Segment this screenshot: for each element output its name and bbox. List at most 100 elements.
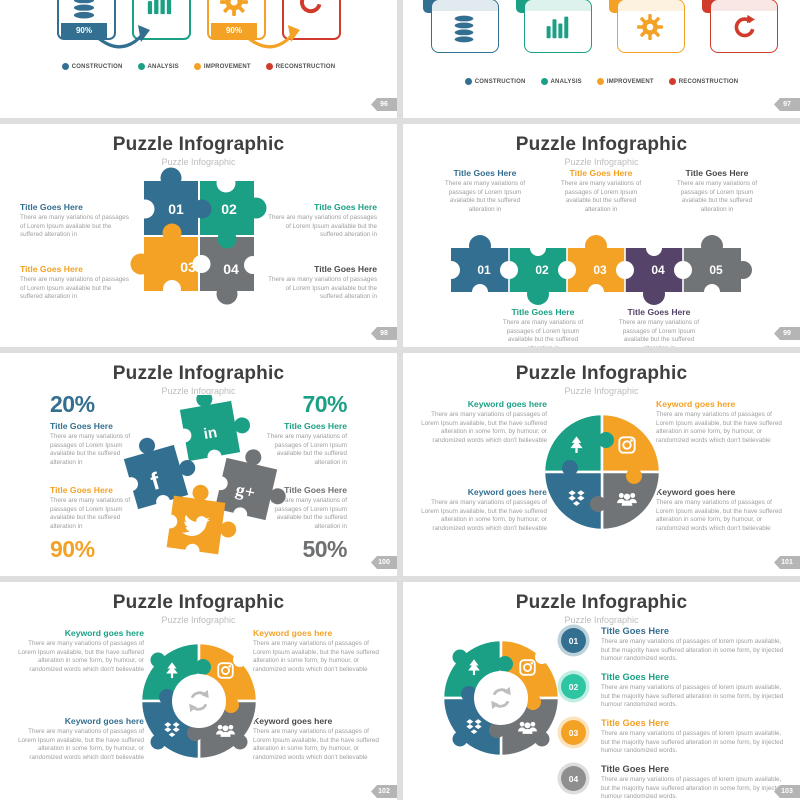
- arrow-orange: [245, 25, 300, 49]
- icon-card-analysis: [524, 0, 592, 53]
- slide-number-badge: 97: [774, 98, 800, 111]
- legend-item: RECONSTRUCTION: [668, 78, 738, 85]
- legend-dot-icon: [193, 63, 201, 70]
- legend-dot-icon: [137, 63, 145, 70]
- slide-99-thumbnail[interactable]: Puzzle Infographic Puzzle Infographic Ti…: [403, 124, 800, 347]
- block-body: There are many variations of passages of…: [268, 214, 377, 239]
- legend-item: CONSTRUCTION: [61, 63, 123, 70]
- keyword-block-bottom-right: Keyword goes here There are many variati…: [253, 716, 379, 762]
- piece-number: 02: [221, 201, 237, 217]
- stat-body: There are many variations of passages of…: [266, 497, 347, 530]
- slide-98-thumbnail[interactable]: Puzzle Infographic Puzzle Infographic Ti…: [0, 124, 397, 347]
- slide-102-thumbnail[interactable]: Puzzle Infographic Puzzle Infographic Ke…: [0, 582, 397, 800]
- slide-number-badge: 99: [774, 327, 800, 340]
- item-number-badge: 04: [561, 766, 586, 791]
- legend-dot-icon: [265, 63, 273, 70]
- piece-number: 02: [535, 263, 549, 277]
- card-band: [618, 0, 684, 11]
- legend-label: ANALYSIS: [147, 63, 179, 70]
- block-body: There are many variations of passages of…: [268, 276, 377, 301]
- donut-puzzle-graphic: [139, 641, 259, 761]
- donut-hole: [172, 674, 226, 728]
- text-block-bottom-right: Title Goes Here There are many variation…: [265, 264, 377, 302]
- stat-block-top-right: 70% Title Goes Here There are many varia…: [259, 391, 348, 467]
- slide-title: Puzzle Infographic: [112, 592, 285, 613]
- block-title: Title Goes Here: [627, 307, 691, 317]
- slide-96-thumbnail[interactable]: 90% 90% CONSTRUCTION ANALYSIS IMPROVEMEN…: [0, 0, 397, 118]
- block-body: There are many variations of passages of…: [618, 319, 700, 347]
- slide-101-thumbnail[interactable]: Puzzle Infographic Puzzle Infographic Ke…: [403, 353, 800, 576]
- item-title: Title Goes Here: [601, 764, 670, 774]
- block-title: Keyword goes here: [64, 716, 144, 726]
- piece-number: 04: [223, 261, 239, 277]
- stat-block-top-left: 20% Title Goes Here There are many varia…: [50, 391, 138, 467]
- block-body: There are many variations of passages of…: [444, 180, 526, 213]
- block-title: Keyword goes here: [656, 399, 736, 409]
- puzzle-grid-graphic: 01 02 03 04: [130, 167, 267, 305]
- block-body: There are many variations of passages of…: [253, 728, 379, 761]
- item-title: Title Goes Here: [601, 718, 670, 728]
- slide-title: Puzzle Infographic: [112, 363, 285, 384]
- slide-subtitle: Puzzle Infographic: [161, 615, 236, 625]
- stat-percent: 20%: [50, 391, 95, 417]
- block-title: Title Goes Here: [569, 168, 633, 178]
- block-body: There are many variations of passages of…: [676, 180, 758, 213]
- database-icon: [451, 14, 477, 44]
- slide-100-thumbnail[interactable]: Puzzle Infographic Puzzle Infographic 20…: [0, 353, 397, 576]
- text-block-top-3: Title Goes Here There are many variation…: [670, 168, 764, 214]
- slide-97-thumbnail[interactable]: CONSTRUCTION ANALYSIS IMPROVEMENT RECONS…: [403, 0, 800, 118]
- scattered-puzzle-graphic: in f g+: [123, 395, 286, 558]
- icon-card-reconstruction: [710, 0, 778, 53]
- puzzle-piece-linkedin: in: [177, 395, 251, 464]
- slide-subtitle: Puzzle Infographic: [564, 157, 639, 167]
- legend-label: IMPROVEMENT: [606, 78, 654, 85]
- legend-label: CONSTRUCTION: [71, 63, 123, 70]
- puzzle-strip-graphic: 01 02 03 04 05: [447, 235, 752, 305]
- percent-badge: 90%: [211, 23, 257, 38]
- block-body: There are many variations of passages of…: [656, 499, 782, 532]
- piece-number: 01: [168, 201, 184, 217]
- item-body: There are many variations of passages of…: [601, 776, 784, 800]
- list-item: 02 Title Goes Here There are many variat…: [561, 672, 785, 710]
- legend-dot-icon: [596, 78, 604, 85]
- legend-item: RECONSTRUCTION: [265, 63, 335, 70]
- googleplus-icon: g+: [234, 479, 257, 503]
- stat-percent: 90%: [50, 536, 95, 563]
- puzzle-quadrants: [542, 412, 662, 532]
- text-block-top-2: Title Goes Here There are many variation…: [554, 168, 648, 214]
- gear-icon: [637, 14, 663, 40]
- puzzle-piece-googleplus: g+: [213, 449, 286, 522]
- slide-103-thumbnail[interactable]: Puzzle Infographic Puzzle Infographic: [403, 582, 800, 800]
- stat-title: Title Goes Here: [50, 485, 113, 495]
- block-body: There are many variations of passages of…: [20, 276, 129, 301]
- text-block-bottom-2: Title Goes Here There are many variation…: [612, 307, 706, 347]
- keyword-block-bottom-left: Keyword goes here There are many variati…: [421, 487, 547, 533]
- slide-number-badge: 103: [774, 785, 800, 798]
- legend-item: IMPROVEMENT: [596, 78, 654, 85]
- list-item: 04 Title Goes Here There are many variat…: [561, 764, 785, 800]
- item-number-badge: 03: [561, 720, 586, 745]
- block-title: Keyword goes here: [253, 716, 333, 726]
- slide-number-badge: 100: [371, 556, 397, 569]
- puzzle-knobs: [447, 235, 752, 305]
- puzzle-piece-facebook: f: [123, 437, 196, 510]
- legend-item: CONSTRUCTION: [464, 78, 526, 85]
- legend-item: ANALYSIS: [137, 63, 179, 70]
- item-number-badge: 01: [561, 628, 586, 653]
- circle-puzzle-graphic: [542, 412, 662, 532]
- card-band: [711, 0, 777, 11]
- legend-dot-icon: [668, 78, 676, 85]
- text-block-bottom-1: Title Goes Here There are many variation…: [496, 307, 590, 347]
- stat-body: There are many variations of passages of…: [50, 497, 131, 530]
- piece-number: 04: [651, 263, 665, 277]
- item-title: Title Goes Here: [601, 626, 670, 636]
- arrow-blue: [95, 25, 150, 49]
- slide-number-badge: 98: [371, 327, 397, 340]
- block-body: There are many variations of passages of…: [560, 180, 642, 213]
- card-band: [525, 0, 591, 11]
- block-title: Keyword goes here: [467, 399, 547, 409]
- block-title: Title Goes Here: [20, 264, 83, 274]
- keyword-block-top-right: Keyword goes here There are many variati…: [253, 628, 379, 674]
- puzzle-knobs: [452, 649, 550, 747]
